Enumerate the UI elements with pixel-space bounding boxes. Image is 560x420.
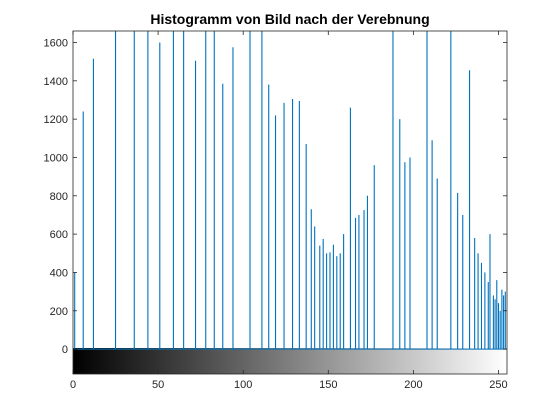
y-tick-label: 800 <box>50 191 68 203</box>
chart-title: Histogramm von Bild nach der Verebnung <box>150 11 429 27</box>
x-tick-label: 150 <box>319 379 337 391</box>
y-tick-label: 1200 <box>44 114 68 126</box>
y-tick-label: 600 <box>50 229 68 241</box>
y-tick-label: 1000 <box>44 152 68 164</box>
x-tick-label: 200 <box>404 379 422 391</box>
x-tick-label: 0 <box>70 379 76 391</box>
y-tick-label: 400 <box>50 267 68 279</box>
y-axis-ticks: 0 200 400 600 800 1000 1200 1400 1600 <box>44 37 507 356</box>
plot-area <box>73 31 507 374</box>
x-axis-ticks: 0 50 100 150 200 250 <box>70 31 508 391</box>
y-tick-label: 1600 <box>44 37 68 49</box>
histogram-bars <box>73 31 507 350</box>
y-tick-label: 1400 <box>44 76 68 88</box>
x-tick-label: 100 <box>234 379 252 391</box>
x-tick-label: 50 <box>152 379 164 391</box>
grayscale-colorbar <box>73 348 507 374</box>
y-tick-label: 200 <box>50 306 68 318</box>
y-tick-label: 0 <box>62 344 68 356</box>
axes-box <box>72 30 508 375</box>
x-tick-label: 250 <box>489 379 507 391</box>
